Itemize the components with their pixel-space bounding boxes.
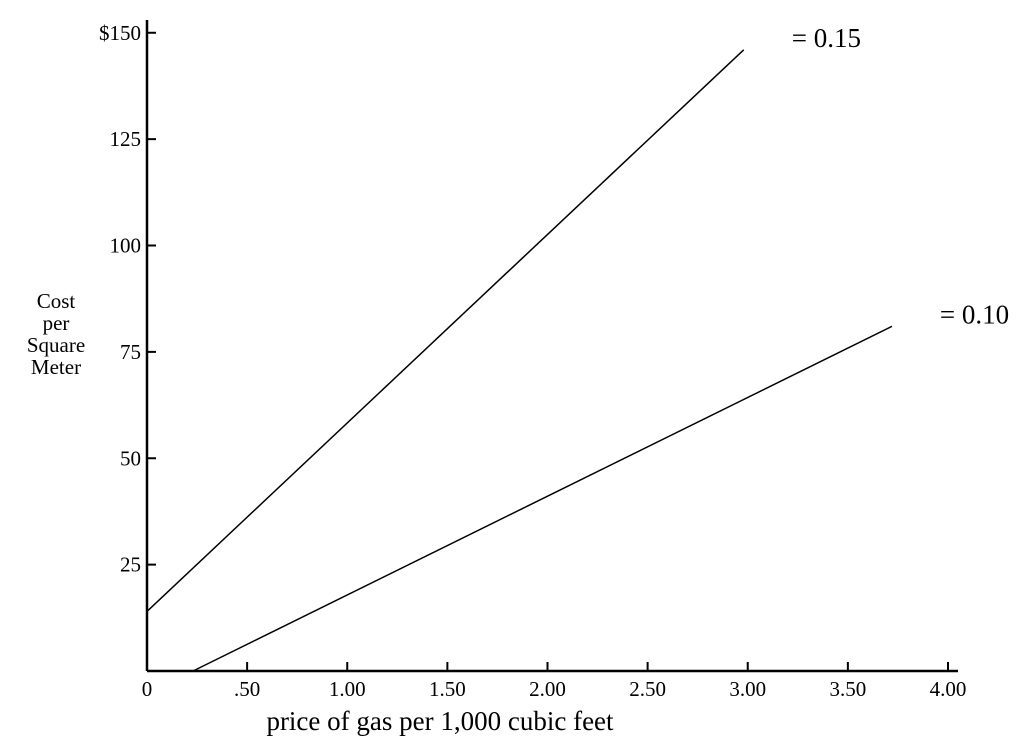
series-label-2: = 0.10: [940, 299, 1009, 329]
series-label-1: = 0.15: [792, 23, 861, 53]
y-axis-title-line: per: [43, 311, 70, 335]
axes: [145, 20, 958, 673]
x-tick-label: 3.00: [729, 677, 766, 701]
x-tick-label: 2.00: [529, 677, 566, 701]
x-axis-ticks: 0 .50 1.00 1.50 2.00 2.50 3.00 3.50 4.00: [142, 662, 967, 701]
y-tick-label: $150: [99, 21, 141, 45]
y-tick-label: 75: [120, 340, 141, 364]
y-tick-label: 100: [110, 234, 142, 258]
y-axis-title-line: Square: [27, 333, 85, 357]
x-tick-label: 2.50: [629, 677, 666, 701]
x-tick-label: 4.00: [930, 677, 967, 701]
series-lines: [146, 49, 893, 672]
series-line-2: [192, 325, 893, 672]
series-line-1: [146, 49, 745, 612]
x-tick-label: 1.00: [329, 677, 366, 701]
y-tick-label: 50: [120, 446, 141, 470]
y-tick-label: 125: [110, 127, 142, 151]
x-tick-label: 1.50: [429, 677, 466, 701]
series-labels: = 0.15 = 0.10: [792, 23, 1009, 330]
x-tick-label: 3.50: [829, 677, 866, 701]
x-axis-title: price of gas per 1,000 cubic feet: [266, 706, 614, 736]
y-tick-label: 25: [120, 553, 141, 577]
y-axis-ticks: 25 50 75 100 125 $150: [99, 21, 156, 577]
y-axis-title-line: Cost: [37, 289, 76, 313]
x-tick-label: 0: [142, 677, 153, 701]
y-axis-title-line: Meter: [31, 355, 81, 379]
x-tick-label: .50: [234, 677, 260, 701]
